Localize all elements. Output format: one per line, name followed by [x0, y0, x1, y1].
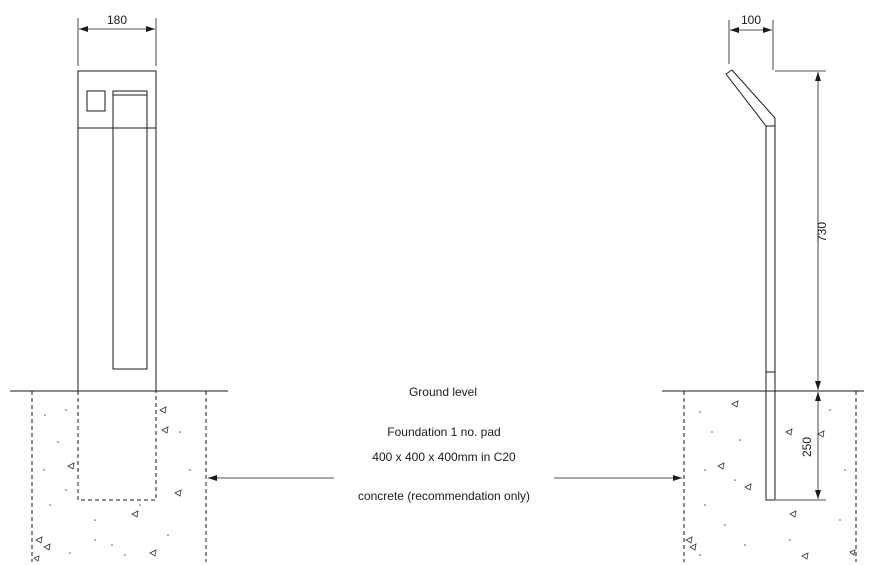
- front-foundation: [31, 391, 207, 562]
- front-view: 180: [10, 13, 228, 562]
- front-post: [77, 70, 157, 392]
- side-view: 100 730 250: [662, 13, 864, 562]
- ground-level-label: Ground level: [409, 385, 477, 399]
- front-long-panel: [112, 90, 148, 370]
- foundation-callout: Foundation 1 no. pad 400 x 400 x 400mm i…: [208, 425, 682, 503]
- foundation-label-line1: Foundation 1 no. pad: [387, 425, 500, 439]
- foundation-label-line3: concrete (recommendation only): [358, 489, 530, 503]
- front-small-panel: [86, 90, 106, 112]
- foundation-label-line2: 400 x 400 x 400mm in C20: [372, 450, 516, 464]
- side-width-dimension: 100: [728, 13, 774, 70]
- side-depth-dimension: 250: [776, 392, 826, 501]
- side-foundation: [683, 391, 857, 562]
- side-height-dimension: 730: [775, 70, 829, 390]
- front-width-dimension: 180: [77, 13, 157, 66]
- side-width-label: 100: [741, 13, 761, 27]
- foundation-depth-label: 250: [800, 437, 814, 457]
- side-post: [725, 69, 776, 501]
- front-width-label: 180: [107, 13, 127, 27]
- post-height-label: 730: [815, 222, 829, 242]
